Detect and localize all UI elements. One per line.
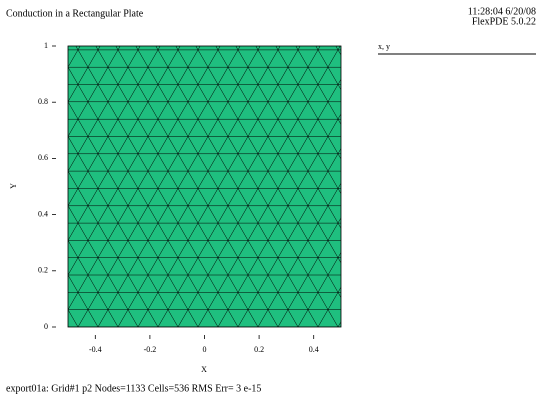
plate [67,45,342,328]
legend-label: x, y [378,42,390,51]
y-axis-label: Y [9,183,18,189]
y-tick-label: 0 [44,322,48,331]
timestamp: 11:28:04 6/20/08 [468,6,536,17]
y-tick-label: 1 [44,41,48,50]
x-axis-label: X [201,365,207,374]
footer: export01a: Grid#1 p2 Nodes=1133 Cells=53… [6,383,261,394]
y-tick-label: 0.2 [38,266,48,275]
mesh-lines [68,46,341,327]
y-tick-label: 0.8 [38,97,48,106]
x-tick-label: -0.4 [89,345,102,354]
x-tick-label: 0.2 [254,345,264,354]
x-tick-label: 0 [203,345,207,354]
x-tick-label: -0.2 [144,345,157,354]
chart-title: Conduction in a Rectangular Plate [6,8,144,19]
mesh [68,46,341,327]
version: FlexPDE 5.0.22 [472,16,536,27]
y-tick-label: 0.6 [38,153,48,162]
y-tick-label: 0.4 [38,209,48,218]
x-tick-label: 0.4 [309,345,319,354]
